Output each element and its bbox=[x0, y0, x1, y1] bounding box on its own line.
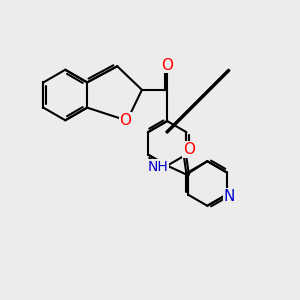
Text: O: O bbox=[120, 113, 132, 128]
Text: O: O bbox=[183, 142, 195, 157]
Text: NH: NH bbox=[147, 160, 168, 174]
Text: O: O bbox=[161, 58, 173, 73]
Text: N: N bbox=[224, 189, 235, 204]
